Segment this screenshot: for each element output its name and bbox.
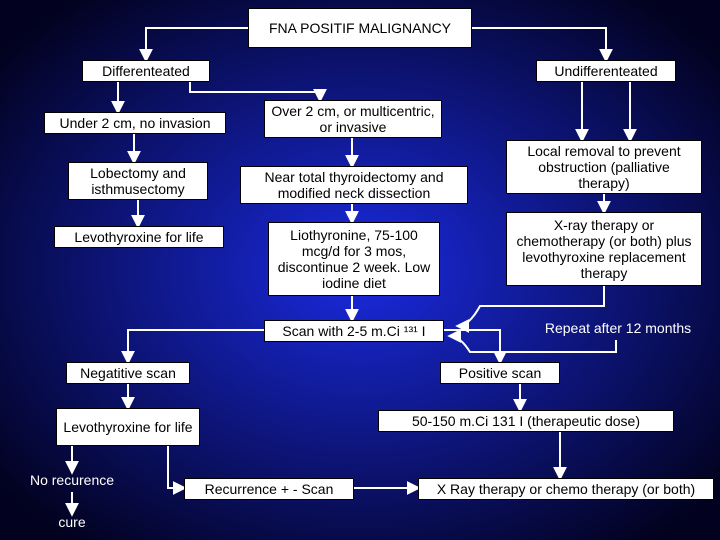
- node-levo1-label: Levothyroxine for life: [74, 229, 203, 245]
- node-liothyronine: Liothyronine, 75-100 mcg/d for 3 mos, di…: [268, 222, 440, 296]
- node-title: FNA POSITIF MALIGNANCY: [248, 8, 472, 48]
- node-xraychemo-label: X-ray therapy or chemotherapy (or both) …: [511, 217, 697, 281]
- node-lobectomy: Lobectomy and isthmusectomy: [68, 162, 208, 200]
- node-over2-label: Over 2 cm, or multicentric, or invasive: [269, 103, 437, 135]
- node-undiff: Undifferenteated: [536, 60, 676, 82]
- node-scan: Scan with 2-5 m.Ci ¹³¹ I: [264, 320, 444, 342]
- node-levo2-label: Levothyroxine for life: [63, 419, 192, 435]
- node-xrayorchemo-label: X Ray therapy or chemo therapy (or both): [437, 481, 695, 497]
- node-xraychemo: X-ray therapy or chemotherapy (or both) …: [506, 212, 702, 286]
- node-under2-label: Under 2 cm, no invasion: [60, 115, 211, 131]
- node-posscan-label: Positive scan: [459, 365, 541, 381]
- node-scan-label: Scan with 2-5 m.Ci ¹³¹ I: [282, 323, 425, 339]
- node-negscan-label: Negatitive scan: [80, 365, 176, 381]
- node-xrayorchemo: X Ray therapy or chemo therapy (or both): [418, 478, 714, 500]
- node-norecur: No recurence: [12, 472, 132, 492]
- node-neartotal-label: Near total thyroidectomy and modified ne…: [245, 169, 463, 201]
- node-recurscan: Recurrence + - Scan: [184, 478, 354, 500]
- node-cure: cure: [44, 514, 100, 534]
- node-recurscan-label: Recurrence + - Scan: [205, 481, 334, 497]
- node-title-label: FNA POSITIF MALIGNANCY: [269, 20, 451, 36]
- node-over2: Over 2 cm, or multicentric, or invasive: [264, 100, 442, 138]
- node-posscan: Positive scan: [440, 362, 560, 384]
- node-undiff-label: Undifferenteated: [554, 63, 657, 79]
- node-norecur-label: No recurence: [30, 472, 114, 488]
- node-lobectomy-label: Lobectomy and isthmusectomy: [73, 165, 203, 197]
- node-localremoval: Local removal to prevent obstruction (pa…: [506, 140, 702, 194]
- node-liothyronine-label: Liothyronine, 75-100 mcg/d for 3 mos, di…: [273, 227, 435, 291]
- node-localremoval-label: Local removal to prevent obstruction (pa…: [511, 143, 697, 191]
- node-diff-label: Differenteated: [102, 63, 190, 79]
- node-neartotal: Near total thyroidectomy and modified ne…: [240, 166, 468, 204]
- node-levo1: Levothyroxine for life: [54, 226, 224, 248]
- node-repeat12: Repeat after 12 months: [528, 320, 708, 340]
- node-negscan: Negatitive scan: [66, 362, 190, 384]
- node-therapeutic-label: 50-150 m.Ci 131 I (therapeutic dose): [412, 413, 640, 429]
- node-diff: Differenteated: [82, 60, 210, 82]
- node-layer: FNA POSITIF MALIGNANCY Differenteated Undi…: [0, 0, 720, 540]
- node-under2: Under 2 cm, no invasion: [44, 112, 226, 134]
- node-therapeutic: 50-150 m.Ci 131 I (therapeutic dose): [378, 410, 674, 432]
- node-levo2: Levothyroxine for life: [56, 408, 200, 446]
- node-cure-label: cure: [58, 514, 85, 530]
- node-repeat12-label: Repeat after 12 months: [545, 320, 691, 336]
